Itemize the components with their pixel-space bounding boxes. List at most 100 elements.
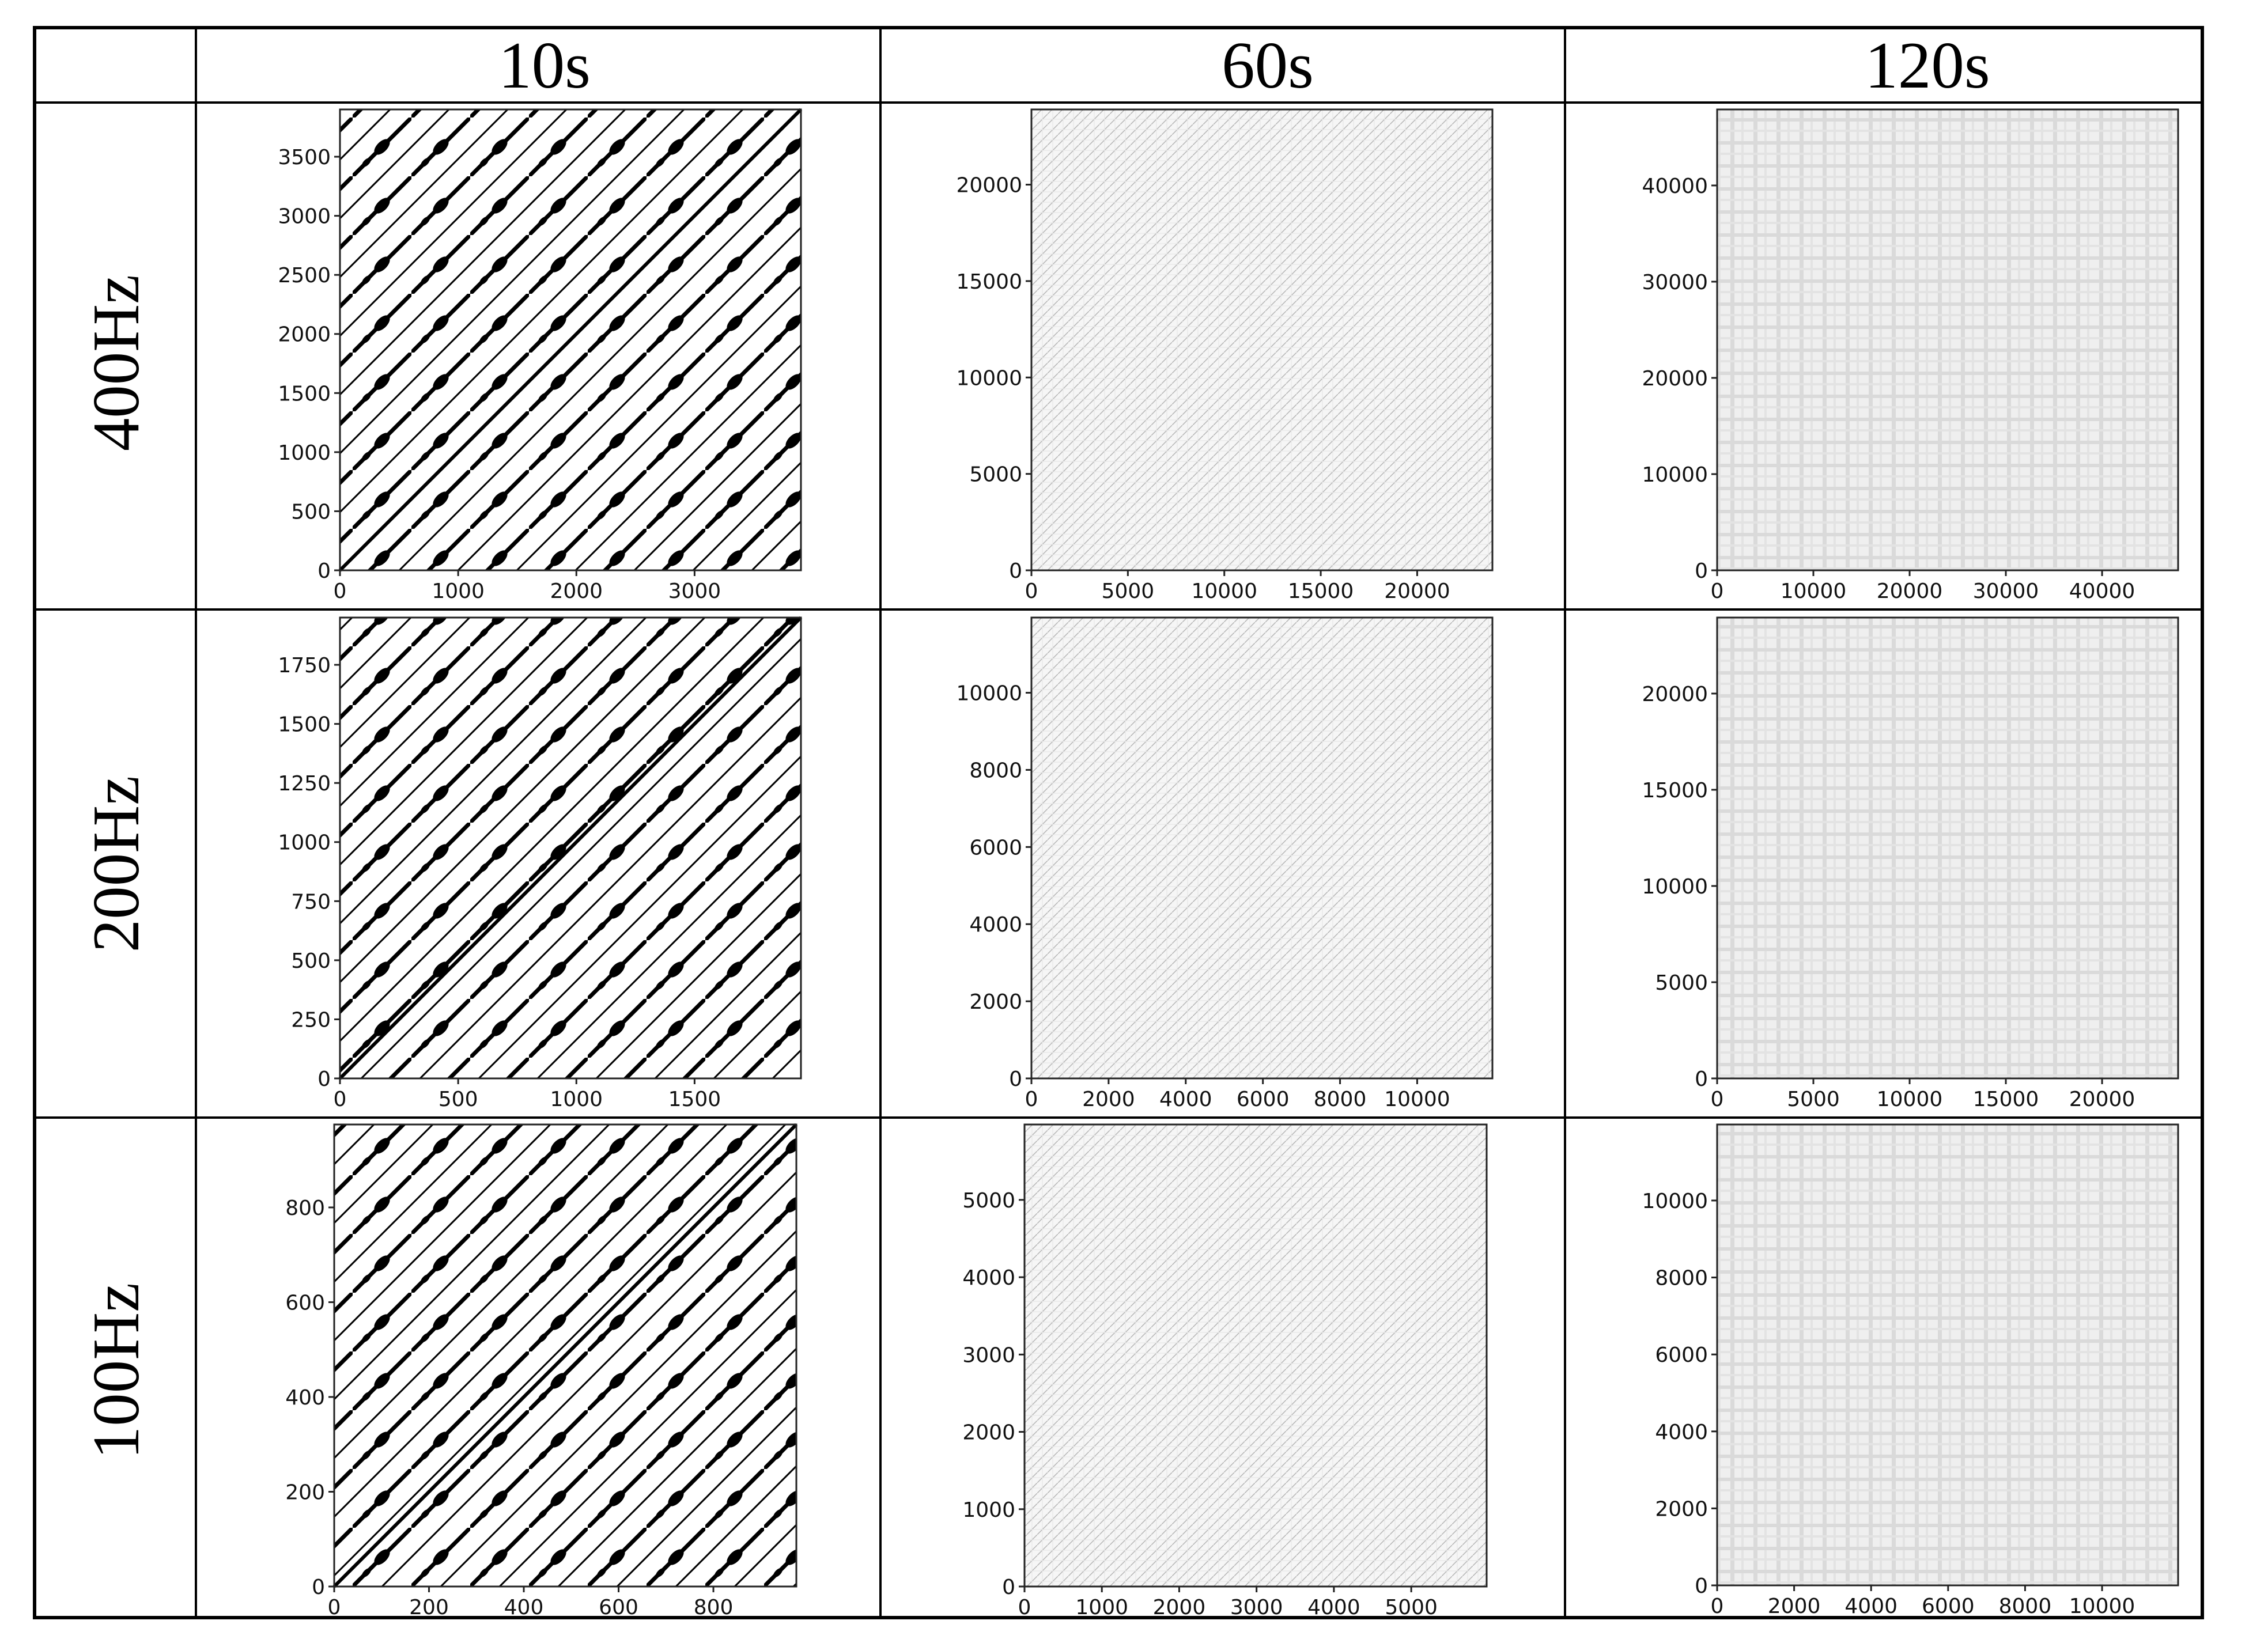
- x-tick-label: 2000: [1082, 1088, 1135, 1111]
- y-tick-label: 500: [291, 500, 331, 524]
- y-tick-label: 40000: [1642, 175, 1708, 198]
- x-tick-label: 0: [334, 1088, 347, 1111]
- x-tick-label: 0: [1018, 1596, 1031, 1619]
- plot-area: [1031, 618, 1492, 1078]
- x-tick-label: 6000: [1922, 1595, 1975, 1618]
- y-tick-label: 500: [291, 949, 331, 973]
- line-of-identity: [338, 616, 803, 1080]
- plot-100hz-120s: 0 2000 4000 6000 8000 10000 0 2000 4000 6000 8000 1…: [1642, 1123, 2179, 1618]
- x-tick-label: 0: [1025, 1088, 1038, 1111]
- y-tick-label: 200: [285, 1481, 325, 1504]
- y-tick-label: 2000: [1655, 1497, 1708, 1521]
- y-tick-label: 4000: [962, 1266, 1015, 1290]
- x-tick-label: 4000: [1159, 1088, 1212, 1111]
- x-tick-label: 4000: [1844, 1595, 1897, 1618]
- y-tick-label: 750: [291, 890, 331, 914]
- x-tick-label: 0: [328, 1596, 341, 1619]
- x-tick-label: 1000: [432, 580, 485, 603]
- y-tick-label: 8000: [969, 759, 1022, 782]
- plot-200hz-10s: 0 500 1000 1500 0 250 500 750 1000 1250 1500 1750: [278, 616, 803, 1111]
- y-tick-label: 1000: [278, 831, 331, 855]
- row-header-200hz: 200Hz: [80, 776, 153, 953]
- y-tick-label: 0: [312, 1576, 325, 1599]
- x-tick-label: 15000: [1288, 580, 1354, 603]
- x-tick-label: 0: [1025, 580, 1038, 603]
- x-tick-label: 4000: [1307, 1596, 1360, 1619]
- y-tick-label: 2500: [278, 264, 331, 287]
- x-tick-label: 8000: [1314, 1088, 1367, 1111]
- plot-400hz-120s: 0 10000 20000 30000 40000 0 10000 20000 30000 400…: [1642, 108, 2179, 603]
- x-tick-label: 20000: [2069, 1088, 2135, 1111]
- plot-frame: [1023, 1123, 1488, 1588]
- x-tick-label: 0: [1711, 580, 1724, 603]
- x-tick-label: 0: [1711, 1595, 1724, 1618]
- row-header-400hz: 400Hz: [80, 275, 153, 452]
- column-header-60s: 60s: [1222, 29, 1314, 102]
- plot-frame: [1716, 616, 2179, 1080]
- column-header-10s: 10s: [498, 29, 591, 102]
- x-tick-label: 20000: [1877, 580, 1943, 603]
- x-tick-label: 1000: [1075, 1596, 1128, 1619]
- y-tick-label: 5000: [962, 1189, 1015, 1213]
- x-tick-label: 2000: [1153, 1596, 1206, 1619]
- y-tick-label: 10000: [956, 366, 1022, 390]
- x-tick-label: 30000: [1973, 580, 2039, 603]
- y-tick-label: 3500: [278, 146, 331, 169]
- y-tick-label: 15000: [1642, 779, 1708, 802]
- y-tick-label: 2000: [278, 323, 331, 347]
- x-tick-label: 1000: [550, 1088, 603, 1111]
- y-tick-label: 1500: [278, 382, 331, 406]
- x-tick-label: 500: [439, 1088, 478, 1111]
- y-tick-label: 8000: [1655, 1267, 1708, 1290]
- x-tick-label: 0: [1711, 1088, 1724, 1111]
- x-tick-label: 10000: [1384, 1088, 1450, 1111]
- plot-100hz-60s: 0 1000 2000 3000 4000 5000 0 1000 2000 3000 4000 50…: [962, 1123, 1488, 1619]
- x-tick-label: 5000: [1787, 1088, 1840, 1111]
- y-tick-label: 30000: [1642, 271, 1708, 294]
- y-tick-label: 1000: [278, 441, 331, 465]
- y-tick-label: 0: [1009, 1067, 1022, 1091]
- plot-area: [1717, 1124, 2178, 1585]
- y-tick-label: 1250: [278, 772, 331, 796]
- x-tick-label: 1500: [668, 1088, 721, 1111]
- x-tick-label: 10000: [2069, 1595, 2135, 1618]
- y-tick-label: 5000: [969, 463, 1022, 487]
- y-tick-label: 6000: [969, 836, 1022, 860]
- y-tick-label: 4000: [1655, 1421, 1708, 1444]
- plot-area: [1717, 618, 2178, 1078]
- y-tick-label: 2000: [962, 1421, 1015, 1445]
- plot-area: [1031, 109, 1492, 570]
- y-tick-label: 6000: [1655, 1343, 1708, 1367]
- y-tick-label: 0: [1695, 559, 1708, 583]
- y-tick-label: 20000: [1642, 367, 1708, 391]
- y-tick-label: 250: [291, 1008, 331, 1032]
- plot-frame: [1716, 108, 2179, 571]
- y-tick-label: 2000: [969, 990, 1022, 1014]
- y-tick-label: 600: [285, 1291, 325, 1315]
- plot-200hz-120s: 0 5000 10000 15000 20000 0 5000 10000 15000 20000: [1642, 616, 2179, 1111]
- y-tick-label: 0: [1695, 1067, 1708, 1091]
- x-tick-label: 2000: [550, 580, 603, 603]
- x-tick-label: 600: [599, 1596, 638, 1619]
- plot-frame: [339, 108, 802, 571]
- y-tick-label: 5000: [1655, 971, 1708, 995]
- plot-200hz-60s: 0 2000 4000 6000 8000 10000 0 2000 4000 6000 8000 1…: [956, 616, 1494, 1111]
- y-tick-label: 4000: [969, 913, 1022, 937]
- y-tick-label: 0: [1002, 1576, 1015, 1599]
- x-tick-label: 10000: [1191, 580, 1257, 603]
- table-frame: [33, 26, 2204, 1619]
- x-tick-label: 20000: [1384, 580, 1450, 603]
- plot-400hz-10s: 0 1000 2000 3000 0 500 1000 1500 2000 2500 3000 350…: [278, 108, 803, 603]
- x-tick-label: 8000: [1999, 1595, 2052, 1618]
- column-header-120s: 120s: [1865, 29, 1990, 102]
- y-tick-label: 10000: [956, 682, 1022, 706]
- y-tick-label: 800: [285, 1197, 325, 1220]
- x-tick-label: 10000: [1781, 580, 1847, 603]
- x-tick-label: 2000: [1768, 1595, 1821, 1618]
- x-tick-label: 5000: [1102, 580, 1155, 603]
- y-tick-label: 20000: [1642, 683, 1708, 706]
- x-tick-label: 0: [334, 580, 347, 603]
- y-tick-label: 20000: [956, 174, 1022, 198]
- plot-400hz-60s: 0 5000 10000 15000 20000 0 5000 10000 15000 20000: [956, 108, 1494, 603]
